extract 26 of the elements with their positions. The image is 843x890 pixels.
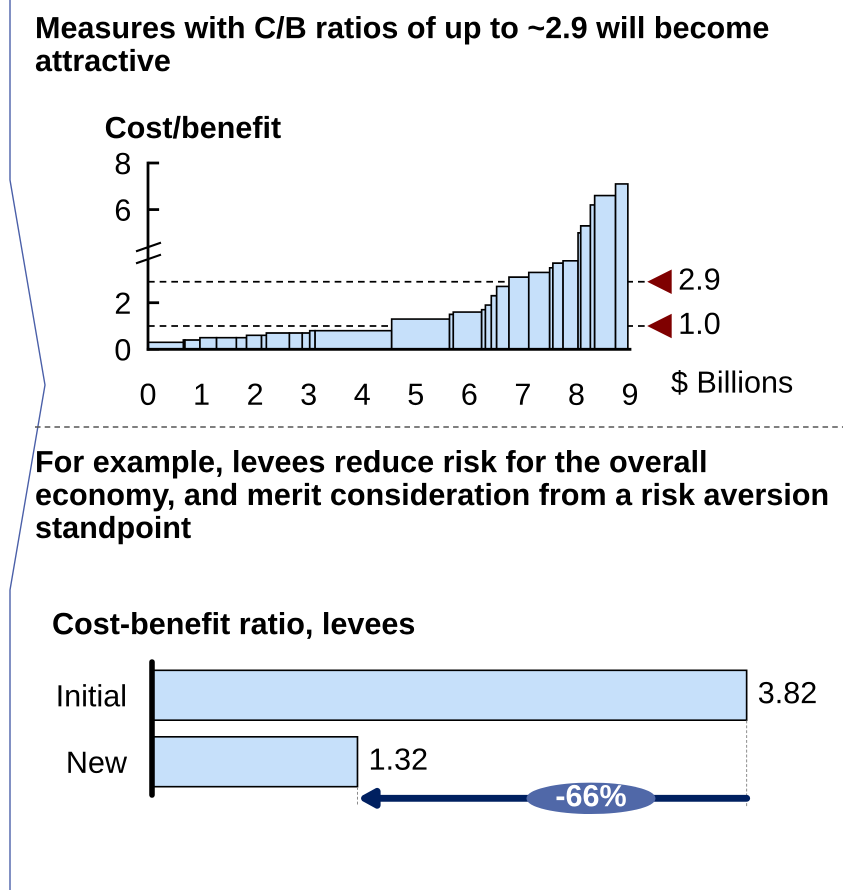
y-tick-label: 2 bbox=[116, 292, 130, 314]
data-label: 3.82 bbox=[758, 682, 816, 704]
chart-subtitle: Cost-benefit ratio, levees bbox=[53, 612, 414, 639]
x-tick-label: 4 bbox=[354, 384, 370, 405]
x-axis-title: $ Billions bbox=[671, 370, 792, 395]
y-tick-label: 6 bbox=[116, 199, 130, 221]
y-tick-label: 0 bbox=[116, 339, 130, 361]
data-label: 1.32 bbox=[370, 748, 427, 770]
x-tick-label: 7 bbox=[516, 384, 530, 405]
chart-title: Measures with C/B ratios of up to ~2.9 will become attractive bbox=[36, 16, 768, 72]
x-tick-label: 6 bbox=[462, 383, 476, 406]
x-tick-label: 8 bbox=[569, 383, 584, 406]
y-tick-label: New bbox=[68, 752, 128, 774]
chart-title: For example, levees reduce risk for the overall economy, and merit consideration from a risk aversion standpoint bbox=[36, 450, 828, 544]
y-axis-title: Cost/benefit bbox=[106, 116, 281, 139]
x-tick-label: 5 bbox=[408, 384, 423, 406]
x-tick-label: 0 bbox=[140, 383, 156, 406]
y-tick-label: 8 bbox=[116, 152, 130, 174]
x-tick-label: 2 bbox=[248, 383, 262, 405]
x-tick-label: 1 bbox=[195, 384, 209, 405]
x-tick-label: 9 bbox=[622, 383, 638, 406]
ref-line-label: 1.0 bbox=[680, 312, 720, 334]
ref-line-label: 2.9 bbox=[680, 268, 720, 290]
x-tick-label: 3 bbox=[301, 383, 316, 406]
annotation: -66% bbox=[556, 784, 626, 807]
y-tick-label: Initial bbox=[58, 684, 125, 707]
